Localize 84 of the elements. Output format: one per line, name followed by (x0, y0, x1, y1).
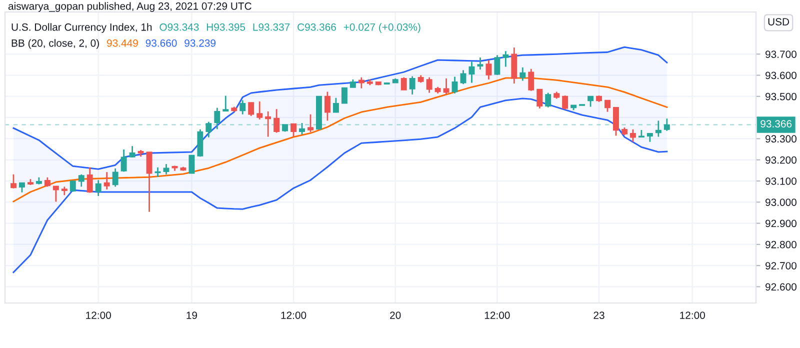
y-tick-label: 92.600 (766, 283, 796, 291)
candlestick (206, 121, 212, 138)
x-tick-label: 12:00 (680, 312, 705, 319)
annotation: 93.449 (107, 39, 138, 47)
candlestick (604, 99, 610, 113)
y-tick-label: 93.500 (766, 92, 796, 100)
candlestick (112, 168, 118, 188)
x-tick-label: 20 (390, 312, 401, 319)
candlestick (528, 68, 534, 92)
candlestick (290, 122, 296, 138)
candlestick (248, 102, 254, 117)
annotation: C93.366 (298, 23, 336, 31)
candlestick (120, 148, 127, 172)
line-series (12, 98, 668, 274)
candlestick (308, 114, 314, 133)
annotation: 93.239 (184, 39, 216, 47)
candlestick (468, 61, 475, 84)
candlestick (188, 154, 195, 174)
x-tick-label: 12:00 (281, 312, 306, 319)
ref-line-label: 93.366 (760, 120, 792, 128)
candlestick (95, 179, 102, 197)
chart-subtitle: aiswarya_gopan published, Aug 23, 2021 07:29 UTC (8, 2, 252, 12)
candlestick (341, 87, 348, 104)
annotation: H93.395 (206, 23, 246, 31)
candlestick (222, 95, 229, 112)
y-tick-label: 92.800 (766, 240, 796, 248)
y-axis-title: USD (768, 18, 790, 26)
candlestick (638, 129, 644, 138)
candlestick (332, 97, 339, 114)
annotation: 93.660 (146, 39, 177, 47)
annotation: L93.337 (253, 23, 290, 31)
candlestick (256, 100, 263, 120)
candlestick (146, 151, 152, 213)
candlestick (460, 69, 466, 85)
candlestick (655, 120, 662, 138)
candlestick (502, 50, 509, 68)
candlestick (86, 166, 93, 194)
candlestick (443, 78, 450, 95)
candlestick (520, 66, 526, 82)
text: U.S. Dollar Currency Index, 1h (12, 23, 152, 33)
candlestick (10, 174, 16, 190)
y-tick-label: 92.900 (766, 220, 796, 228)
candlestick (163, 163, 170, 176)
candlestick (324, 91, 330, 122)
candlestick (536, 88, 543, 110)
candlestick (70, 180, 76, 192)
y-tick-label: 93.700 (766, 50, 796, 58)
candlestick (44, 176, 50, 188)
candlestick (426, 76, 432, 94)
candlestick (545, 92, 552, 108)
candlestick (562, 94, 568, 110)
candlestick (630, 128, 636, 143)
candlestick (400, 76, 407, 91)
candlestick (452, 76, 458, 94)
y-tick-label: 93.300 (766, 135, 796, 143)
candlestick (104, 171, 110, 190)
candlestick (52, 185, 59, 202)
candlestick (588, 95, 594, 108)
x-tick-label: 12:00 (484, 312, 510, 319)
candlestick (265, 110, 272, 138)
candlestick (477, 56, 484, 70)
x-tick-label: 19 (186, 312, 197, 319)
y-tick-label: 93.100 (766, 177, 796, 185)
y-tick-label: 93.600 (766, 72, 796, 80)
candlestick (358, 76, 364, 90)
candlestick (486, 60, 492, 80)
annotation: BB (20, close, 2, 0) (12, 39, 99, 49)
candlestick (299, 122, 305, 136)
y-tick-label: 93.200 (766, 156, 796, 164)
candlestick (214, 107, 220, 130)
x-tick-label: 12:00 (86, 312, 111, 319)
candlestick (240, 99, 246, 116)
candlestick (274, 108, 280, 134)
candlestick (494, 54, 500, 76)
y-tick-label: 92.700 (766, 262, 796, 270)
candlestick (409, 76, 416, 96)
x-tick-label: 23 (594, 312, 604, 319)
annotation: +0.027 (+0.03%) (344, 23, 420, 33)
candlestick (18, 182, 25, 194)
candlestick (664, 118, 670, 132)
y-tick-label: 93.000 (766, 198, 796, 206)
annotation: O93.343 (160, 23, 199, 31)
candlestick (613, 106, 619, 136)
candlestick (78, 174, 84, 188)
